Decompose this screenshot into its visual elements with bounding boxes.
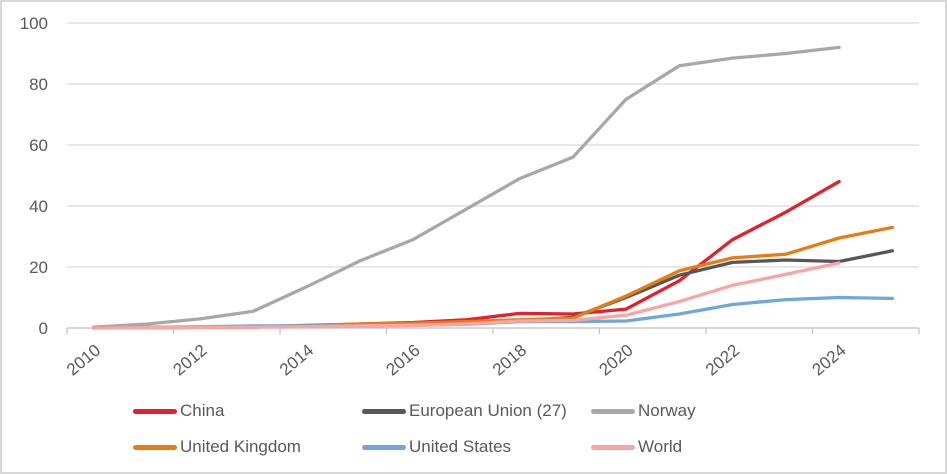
series-line-world xyxy=(91,261,841,330)
legend-swatch-norway xyxy=(591,408,635,414)
x-tick-label-2022: 2022 xyxy=(702,341,743,380)
y-tick-label-60: 60 xyxy=(29,136,48,155)
y-tick-label-80: 80 xyxy=(29,75,48,94)
legend-label-norway: Norway xyxy=(638,401,696,420)
legend-swatch-united-states xyxy=(362,444,406,450)
legend-label-united-states: United States xyxy=(409,437,512,456)
legend-item-world: World xyxy=(591,437,682,457)
x-tick-label-2016: 2016 xyxy=(383,341,424,380)
legend-item-china: China xyxy=(133,401,224,421)
x-tick-label-2010: 2010 xyxy=(63,341,104,380)
x-tick-label-2020: 2020 xyxy=(596,341,637,380)
legend-item-united-kingdom: United Kingdom xyxy=(133,437,301,457)
y-tick-label-0: 0 xyxy=(39,319,48,338)
x-tick-label-2014: 2014 xyxy=(276,341,317,380)
x-tick-label-2018: 2018 xyxy=(489,341,530,380)
y-tick-label-40: 40 xyxy=(29,197,48,216)
y-tick-label-20: 20 xyxy=(29,258,48,277)
series-line-norway xyxy=(91,45,841,329)
x-tick-label-2012: 2012 xyxy=(170,341,211,380)
x-tick-label-2024: 2024 xyxy=(809,341,850,380)
legend-label-european-union-27: European Union (27) xyxy=(409,401,567,420)
legend-swatch-united-kingdom xyxy=(133,444,177,450)
y-tick-label-100: 100 xyxy=(20,14,48,33)
legend-swatch-european-union-27 xyxy=(362,408,406,414)
legend-swatch-world xyxy=(591,444,635,450)
legend-item-united-states: United States xyxy=(362,437,511,457)
legend-label-united-kingdom: United Kingdom xyxy=(180,437,301,456)
legend-swatch-china xyxy=(133,408,177,414)
legend-label-world: World xyxy=(638,437,683,456)
legend-item-european-union-27: European Union (27) xyxy=(362,401,567,421)
legend-label-china: China xyxy=(180,401,225,420)
legend-item-norway: Norway xyxy=(591,401,696,421)
